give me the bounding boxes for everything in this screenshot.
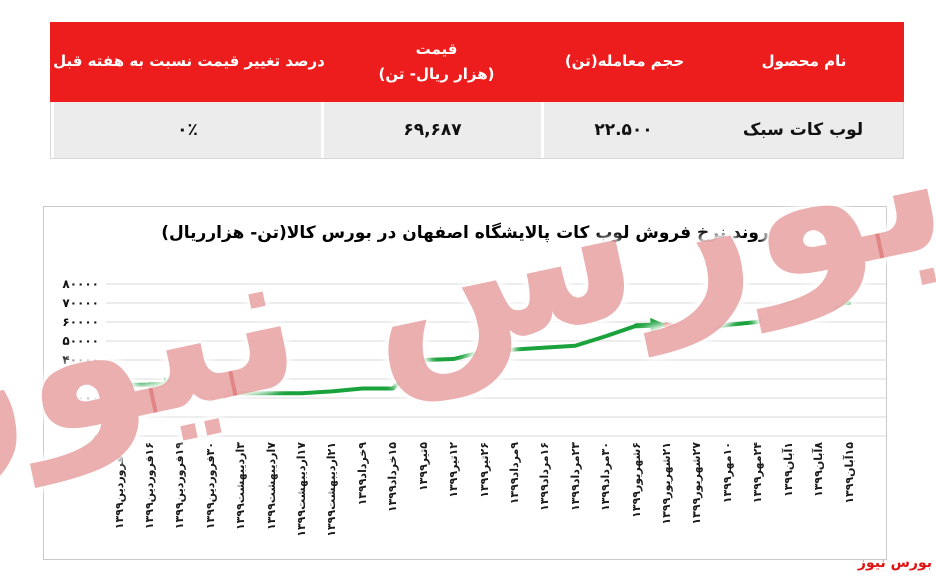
- x-axis-label: ۲۴مهر۱۳۹۹: [751, 442, 765, 504]
- x-axis-label: ۹مرداد۱۳۹۹: [507, 442, 521, 505]
- x-axis-label: ۲۷شهریور۱۳۹۹: [690, 442, 704, 525]
- arrow-head: [163, 377, 180, 393]
- y-axis-tick-label: ۰: [92, 429, 99, 443]
- x-axis-label: ۲۱شهریور۱۳۹۹: [660, 442, 673, 525]
- x-axis-label: ۱۵آبان۱۳۹۹: [842, 442, 856, 504]
- x-axis-label: ۳۰فروردین۱۳۹۹: [203, 442, 217, 530]
- y-axis-tick-label: ۵۰۰۰۰: [62, 334, 99, 348]
- x-axis-label: ۶شهریور۱۳۹۹: [629, 442, 643, 518]
- x-axis-label: ۱۹فروردین۱۳۹۹: [173, 442, 187, 530]
- product-table: نام محصول حجم معامله(تن) قیمت (هزار ریال…: [50, 22, 904, 159]
- chart-svg: ۸۰۰۰۰ ۷۰۰۰۰ ۶۰۰۰۰ ۵۰۰۰۰ ۴۰۰۰۰ ۳۰۰۰۰ ۲۰۰۰۰ ۱۰۰۰۰…: [62, 277, 886, 443]
- price-trend-chart: روند نرخ فروش لوب کات پالایشگاه اصفهان د…: [43, 206, 887, 560]
- x-axis-label: ۱۷اردیبهشت۱۳۹۹: [295, 442, 308, 537]
- y-axis-tick-label: ۸۰۰۰۰: [62, 277, 99, 291]
- x-axis-label: ۲۶تیر۱۳۹۹: [477, 442, 491, 498]
- arrow-head: [833, 295, 849, 311]
- chart-title: روند نرخ فروش لوب کات پالایشگاه اصفهان د…: [161, 223, 769, 243]
- header-change-label: درصد تغییر قیمت نسبت به هفته قبل: [53, 52, 325, 71]
- price-change-value: ۰٪: [177, 120, 198, 140]
- header-price-label-line2: (هزار ریال- تن): [378, 65, 495, 83]
- cell-price-change: ۰٪: [51, 102, 321, 158]
- x-axis-label: ۱۶فروردین۱۳۹۹: [142, 442, 156, 530]
- price-line: [117, 301, 851, 396]
- x-axis-label: ۷اردیبهشت۱۳۹۹: [264, 442, 278, 531]
- x-axis-label: ۱آبان۱۳۹۹: [781, 442, 795, 497]
- x-axis-label: ۱۵خرداد۱۳۹۹: [386, 442, 400, 513]
- table-header-row: نام محصول حجم معامله(تن) قیمت (هزار ریال…: [50, 22, 904, 102]
- x-axis-label: ۹خرداد۱۳۹۹: [355, 442, 369, 506]
- x-axis-label: ۳۰مرداد۱۳۹۹: [599, 442, 613, 512]
- header-price-label-line1: قیمت: [415, 39, 458, 58]
- y-axis-tick-label: ۱۰۰۰۰: [62, 410, 99, 424]
- cell-price: ۶۹,۶۸۷: [321, 102, 541, 158]
- trend-down-arrow: [177, 382, 233, 395]
- header-cell-price: قیمت (هزار ریال- تن): [328, 22, 545, 102]
- arrow-head: [223, 383, 241, 399]
- table-row: لوب کات سبک ۲۲.۵۰۰ ۶۹,۶۸۷ ۰٪: [50, 102, 904, 159]
- y-axis-tick-label: ۴۰۰۰۰: [62, 353, 99, 367]
- header-volume-label: حجم معامله(تن): [564, 52, 685, 71]
- arrow-head: [650, 317, 667, 333]
- x-axis-label: ۲۱اردیبهشت۱۳۹۹: [325, 442, 339, 537]
- cell-trade-volume: ۲۲.۵۰۰: [541, 102, 703, 158]
- x-axis-label: ۱۰مهر۱۳۹۹: [720, 442, 734, 504]
- y-axis-tick-label: ۶۰۰۰۰: [62, 315, 99, 329]
- brand-credit: بورس نیوز: [857, 555, 932, 571]
- x-axis-label: ۱۱فروردین۱۳۹۹: [112, 442, 126, 530]
- y-axis-tick-label: ۷۰۰۰۰: [62, 296, 99, 310]
- x-axis-label: ۱۶مرداد۱۳۹۹: [538, 442, 552, 512]
- header-product-label: نام محصول: [761, 52, 847, 71]
- y-axis-tick-label: ۲۰۰۰۰: [62, 391, 99, 405]
- arrow-head: [679, 320, 697, 336]
- x-axis-label: ۳اردیبهشت۱۳۹۹: [234, 442, 248, 531]
- x-axis-label: ۲۳مرداد۱۳۹۹: [568, 442, 582, 512]
- x-axis-label: ۱۲تیر۱۳۹۹: [447, 442, 461, 498]
- x-axis-label: ۵تیر۱۳۹۹: [416, 442, 430, 492]
- header-cell-volume: حجم معامله(تن): [545, 22, 704, 102]
- cell-product-name: لوب کات سبک: [703, 102, 903, 158]
- y-axis-tick-label: ۳۰۰۰۰: [62, 372, 99, 386]
- header-cell-product: نام محصول: [704, 22, 904, 102]
- header-cell-change: درصد تغییر قیمت نسبت به هفته قبل: [50, 22, 328, 102]
- x-axis-label: ۸آبان۱۳۹۹: [812, 442, 826, 497]
